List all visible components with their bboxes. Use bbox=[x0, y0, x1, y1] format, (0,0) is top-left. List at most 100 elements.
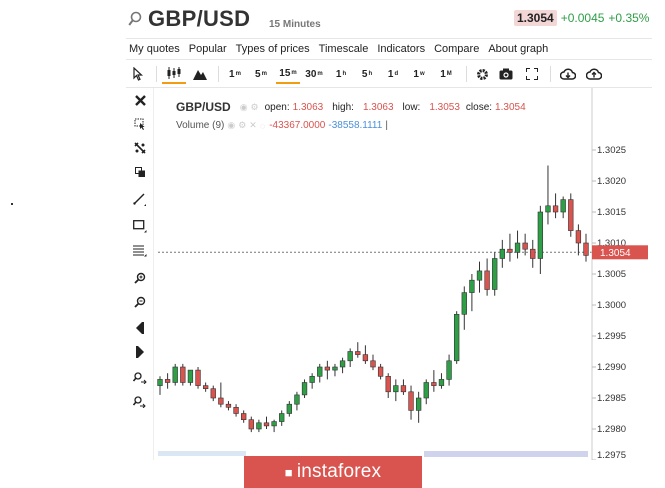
legend-pair: GBP/USD bbox=[176, 100, 231, 114]
zoom-reset-button[interactable] bbox=[130, 392, 150, 412]
menu-about-graph[interactable]: About graph bbox=[488, 43, 549, 55]
candle-body bbox=[484, 270, 490, 290]
candle-body bbox=[415, 397, 422, 411]
current-price-tag bbox=[592, 245, 648, 260]
screenshot-button[interactable] bbox=[496, 64, 516, 84]
candle bbox=[476, 261, 483, 293]
candle bbox=[446, 354, 452, 386]
zoom-out-icon bbox=[134, 296, 146, 308]
trend-line-tool-button[interactable] bbox=[130, 190, 150, 210]
menu-popular[interactable]: Popular bbox=[188, 43, 227, 55]
cursor-tool-button[interactable] bbox=[130, 64, 146, 84]
menu-my-quotes[interactable]: My quotes bbox=[129, 43, 180, 55]
menu-indicators[interactable]: Indicators bbox=[377, 43, 426, 55]
zoom-out-button[interactable] bbox=[130, 292, 150, 312]
candle bbox=[575, 224, 582, 256]
candle-body bbox=[271, 421, 277, 427]
candle-body bbox=[499, 248, 505, 259]
candle bbox=[347, 348, 353, 367]
candle bbox=[218, 382, 224, 408]
volume-close-icon[interactable]: ✕ bbox=[249, 120, 257, 130]
download-button[interactable] bbox=[558, 64, 578, 84]
candle bbox=[377, 363, 384, 380]
zoom-to-fit-button[interactable] bbox=[130, 368, 150, 388]
candlestick-chart[interactable]: 1.3025 1.3020 1.3015 1.3010 1.3005 1.3000 1.29… bbox=[154, 88, 652, 460]
candle bbox=[507, 233, 513, 262]
high-value: 1.3063 bbox=[362, 101, 394, 113]
search-icon[interactable] bbox=[128, 11, 142, 27]
candle bbox=[530, 239, 536, 268]
candle-body bbox=[187, 369, 194, 383]
volume-strip-left bbox=[158, 451, 246, 456]
chart-area[interactable]: 1.3025 1.3020 1.3015 1.3010 1.3005 1.3000 1.29… bbox=[154, 88, 652, 460]
menu-types-of-prices[interactable]: Types of prices bbox=[235, 43, 310, 55]
y-tick-label: 1.2995 bbox=[597, 331, 626, 342]
close-icon bbox=[134, 94, 146, 106]
menu-timescale[interactable]: Timescale bbox=[318, 43, 369, 55]
rectangle-tool-button[interactable] bbox=[130, 216, 150, 236]
candle bbox=[514, 230, 521, 259]
volume-value-1: -43367.0000 bbox=[269, 120, 326, 131]
cloud-download-icon bbox=[560, 68, 576, 80]
upload-button[interactable] bbox=[584, 64, 604, 84]
fullscreen-button[interactable] bbox=[522, 64, 542, 84]
remove-drawings-button[interactable] bbox=[130, 90, 150, 110]
candle-body bbox=[446, 360, 452, 380]
zoom-in-button[interactable] bbox=[130, 268, 150, 288]
scroll-right-button[interactable] bbox=[130, 342, 150, 362]
magnet-tool-button[interactable] bbox=[130, 138, 150, 158]
fibonacci-tool-button[interactable] bbox=[130, 240, 150, 260]
candle-body bbox=[256, 422, 262, 430]
candle-body bbox=[545, 205, 551, 213]
candle-body bbox=[492, 258, 498, 290]
price-change-percent: +0.35% bbox=[608, 11, 650, 25]
candlestick-icon bbox=[167, 67, 181, 79]
zoom-in-icon bbox=[134, 272, 146, 284]
camera-icon bbox=[499, 68, 513, 80]
y-tick-label: 1.3025 bbox=[597, 145, 626, 156]
candle-body bbox=[233, 406, 239, 414]
candle bbox=[301, 379, 308, 398]
candle-body bbox=[218, 397, 224, 405]
scroll-left-button[interactable] bbox=[130, 318, 150, 338]
copy-icon bbox=[134, 166, 145, 177]
settings-button[interactable] bbox=[472, 64, 492, 84]
candle-body bbox=[294, 394, 300, 405]
candle-body bbox=[377, 366, 384, 377]
volume-value-2: -38558.1111 bbox=[328, 120, 383, 131]
candle bbox=[187, 369, 194, 386]
copy-drawing-button[interactable] bbox=[130, 162, 150, 182]
settings-small-icon[interactable]: ⚙ bbox=[250, 101, 259, 112]
volume-eye-icon[interactable]: ◉ bbox=[227, 120, 236, 130]
y-tick-label: 1.2975 bbox=[597, 450, 626, 460]
timeframe-label: 15 Minutes bbox=[269, 19, 321, 30]
fibonacci-lines-icon bbox=[133, 244, 147, 256]
volume-expand-icon[interactable]: ◌ bbox=[259, 120, 266, 131]
y-tick-label: 1.3020 bbox=[597, 176, 626, 187]
candle bbox=[461, 286, 467, 330]
timeframe-30m-button[interactable]: 30 m bbox=[305, 68, 323, 80]
area-chart-button[interactable] bbox=[190, 64, 210, 84]
y-tick-label: 1.3000 bbox=[597, 300, 626, 311]
candle-body bbox=[514, 242, 521, 253]
header: GBP/USD 15 Minutes 1.3054 +0.0045 +0.35% bbox=[126, 0, 652, 38]
candles-chart-button[interactable] bbox=[162, 64, 186, 84]
timeframe-15m-button[interactable]: 15 m bbox=[276, 64, 300, 84]
menu-compare[interactable]: Compare bbox=[434, 43, 480, 55]
candle-body bbox=[180, 366, 186, 383]
crosshair-select-button[interactable] bbox=[130, 114, 150, 134]
volume-settings-icon[interactable]: ⚙ bbox=[238, 120, 247, 130]
candle bbox=[385, 373, 391, 398]
candle bbox=[157, 376, 163, 395]
candle-body bbox=[309, 375, 315, 383]
select-area-icon bbox=[134, 118, 145, 130]
eye-icon[interactable]: ◉ bbox=[239, 101, 248, 112]
instaforex-logo-icon: ■ bbox=[284, 464, 293, 480]
